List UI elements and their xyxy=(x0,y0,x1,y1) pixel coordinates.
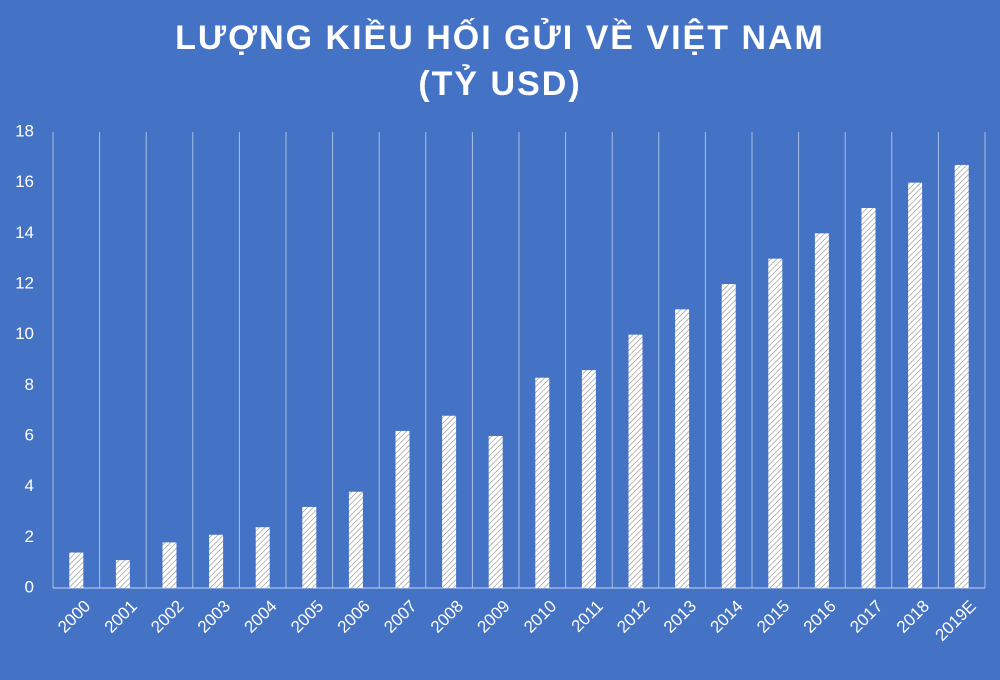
y-tick-label: 0 xyxy=(25,577,34,596)
bar xyxy=(628,334,643,588)
bar xyxy=(395,430,410,588)
y-tick-label: 4 xyxy=(25,476,34,495)
y-tick-label: 6 xyxy=(25,425,34,444)
bar xyxy=(69,552,84,588)
bar xyxy=(721,284,736,588)
bar xyxy=(581,370,596,588)
chart-title: LƯỢNG KIỀU HỐI GỬI VỀ VIỆT NAM xyxy=(175,18,825,57)
bar xyxy=(115,560,130,588)
bar xyxy=(488,436,503,588)
y-tick-label: 14 xyxy=(15,223,34,242)
bar xyxy=(908,182,923,588)
chart-subtitle: (TỶ USD) xyxy=(418,65,581,103)
bar xyxy=(255,527,270,588)
bar xyxy=(954,164,969,588)
bar xyxy=(302,506,317,588)
y-tick-label: 12 xyxy=(15,273,34,292)
bar xyxy=(442,415,457,588)
y-tick-label: 8 xyxy=(25,375,34,394)
bar xyxy=(814,233,829,589)
y-tick-label: 16 xyxy=(15,172,34,191)
bar xyxy=(861,208,876,588)
bar xyxy=(348,491,363,588)
bar xyxy=(768,258,783,588)
bar xyxy=(675,309,690,588)
y-tick-label: 2 xyxy=(25,527,34,546)
bar xyxy=(209,534,224,588)
bar xyxy=(162,542,177,588)
y-tick-label: 18 xyxy=(15,121,34,140)
y-tick-label: 10 xyxy=(15,324,34,343)
bar xyxy=(535,377,550,588)
